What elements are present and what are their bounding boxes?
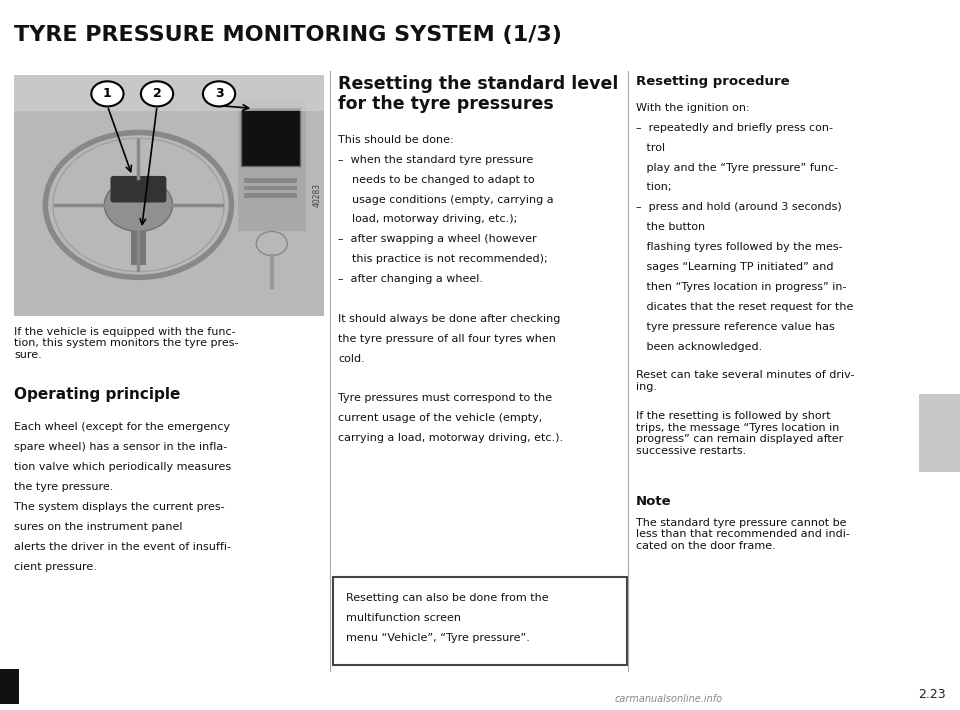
Circle shape [141, 82, 173, 106]
Bar [244, 185, 297, 190]
Text: multifunction screen: multifunction screen [346, 613, 464, 623]
Text: sures on the instrument panel: sures on the instrument panel [14, 522, 186, 532]
Circle shape [91, 82, 124, 106]
Text: trol: trol [636, 143, 668, 153]
Text: 2: 2 [153, 87, 161, 100]
Text: This should be done:: This should be done: [338, 135, 453, 145]
Text: alerts the driver in the event of insuffi-: alerts the driver in the event of insuff… [14, 542, 231, 552]
Text: dicates that the reset request for the: dicates that the reset request for the [636, 302, 852, 312]
Text: the tyre pressure.: the tyre pressure. [14, 482, 114, 492]
FancyBboxPatch shape [333, 577, 627, 665]
Text: 3: 3 [215, 87, 224, 100]
Circle shape [256, 231, 287, 256]
Text: 2.23: 2.23 [918, 688, 946, 701]
FancyBboxPatch shape [241, 109, 300, 166]
FancyBboxPatch shape [110, 176, 166, 202]
Text: Operating principle: Operating principle [14, 387, 180, 402]
Text: Tyre pressures must correspond to the: Tyre pressures must correspond to the [338, 393, 552, 403]
Text: –  after swapping a wheel (however: – after swapping a wheel (however [338, 234, 537, 244]
Bar [238, 99, 306, 231]
Text: needs to be changed to adapt to: needs to be changed to adapt to [338, 175, 535, 185]
Bar [14, 75, 324, 111]
Text: sages “Learning TP initiated” and: sages “Learning TP initiated” and [636, 262, 833, 272]
Text: spare wheel) has a sensor in the infla-: spare wheel) has a sensor in the infla- [14, 442, 228, 452]
Text: –  repeatedly and briefly press con-: – repeatedly and briefly press con- [636, 123, 832, 133]
Text: cold.: cold. [338, 354, 365, 364]
Text: tion valve which periodically measures: tion valve which periodically measures [14, 462, 231, 472]
Text: Resetting procedure: Resetting procedure [636, 75, 789, 87]
Text: Resetting the standard level
for the tyre pressures: Resetting the standard level for the tyr… [338, 75, 618, 114]
Text: Reset can take several minutes of driv-
ing.: Reset can take several minutes of driv- … [636, 370, 854, 391]
Text: this practice is not recommended);: this practice is not recommended); [338, 254, 547, 264]
Text: menu “Vehicle”, “Tyre pressure”.: menu “Vehicle”, “Tyre pressure”. [346, 633, 530, 643]
Text: If the resetting is followed by short
trips, the message “Tyres location in
prog: If the resetting is followed by short tr… [636, 411, 843, 456]
Text: the tyre pressure of all four tyres when: the tyre pressure of all four tyres when [338, 334, 556, 344]
Text: usage conditions (empty, carrying a: usage conditions (empty, carrying a [338, 195, 554, 204]
Text: carmanualsonline.info: carmanualsonline.info [614, 694, 723, 704]
Text: –  press and hold (around 3 seconds): – press and hold (around 3 seconds) [636, 202, 841, 212]
Text: With the ignition on:: With the ignition on: [636, 103, 749, 113]
Text: carrying a load, motorway driving, etc.).: carrying a load, motorway driving, etc.)… [338, 433, 564, 443]
Text: tion;: tion; [636, 182, 671, 192]
Text: The standard tyre pressure cannot be
less than that recommended and indi-
cated : The standard tyre pressure cannot be les… [636, 518, 850, 551]
Text: Each wheel (except for the emergency: Each wheel (except for the emergency [14, 422, 230, 432]
Text: been acknowledged.: been acknowledged. [636, 342, 762, 351]
Bar [244, 178, 297, 183]
Bar [244, 193, 297, 197]
Bar [919, 394, 960, 472]
Bar [0, 669, 19, 704]
Text: Note: Note [636, 495, 671, 508]
Bar [131, 231, 146, 266]
Text: then “Tyres location in progress” in-: then “Tyres location in progress” in- [636, 282, 846, 292]
Text: TYRE PRESSURE MONITORING SYSTEM (1/3): TYRE PRESSURE MONITORING SYSTEM (1/3) [14, 25, 563, 45]
Text: load, motorway driving, etc.);: load, motorway driving, etc.); [338, 214, 517, 224]
Circle shape [203, 82, 235, 106]
Text: 1: 1 [103, 87, 111, 100]
Circle shape [105, 178, 173, 231]
Text: The system displays the current pres-: The system displays the current pres- [14, 502, 225, 512]
Text: flashing tyres followed by the mes-: flashing tyres followed by the mes- [636, 242, 842, 252]
Text: the button: the button [636, 222, 708, 232]
Text: Resetting can also be done from the: Resetting can also be done from the [346, 593, 548, 603]
Text: It should always be done after checking: It should always be done after checking [338, 314, 561, 324]
Text: cient pressure.: cient pressure. [14, 562, 97, 572]
Text: –  when the standard tyre pressure: – when the standard tyre pressure [338, 155, 533, 165]
Text: –  after changing a wheel.: – after changing a wheel. [338, 274, 483, 284]
Text: tyre pressure reference value has: tyre pressure reference value has [636, 322, 834, 332]
Text: play and the “Tyre pressure” func-: play and the “Tyre pressure” func- [636, 163, 838, 173]
Text: If the vehicle is equipped with the func-
tion, this system monitors the tyre pr: If the vehicle is equipped with the func… [14, 327, 239, 360]
Text: current usage of the vehicle (empty,: current usage of the vehicle (empty, [338, 413, 542, 423]
Text: 40283: 40283 [312, 183, 322, 207]
